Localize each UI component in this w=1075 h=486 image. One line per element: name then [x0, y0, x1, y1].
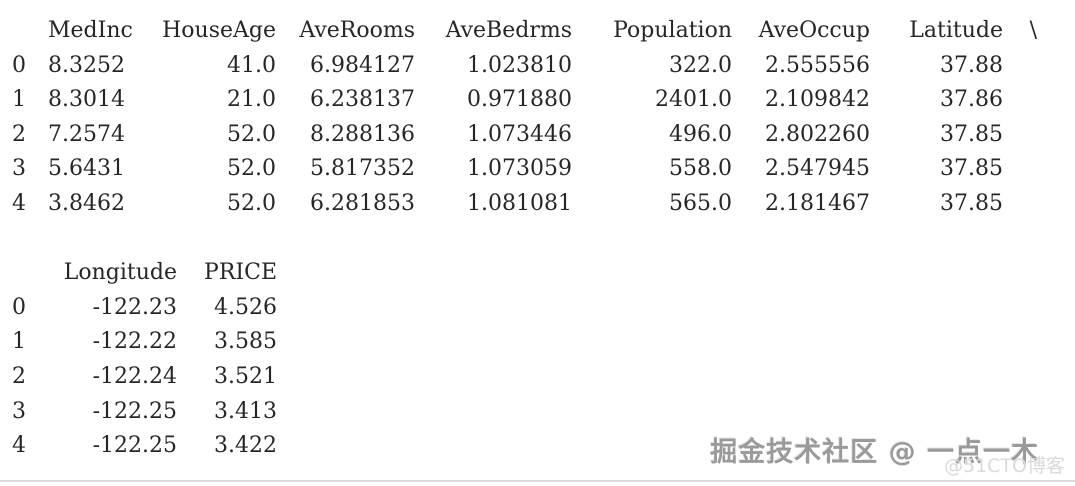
dataframe-console-output: MedInc HouseAge AveRooms AveBedrms Populatio… [12, 14, 1037, 464]
df-cell: 496.0 [669, 121, 732, 147]
df-column-header: Population [613, 18, 732, 43]
df-cell: 4.526 [214, 294, 277, 320]
df-cell: 37.88 [940, 52, 1003, 78]
df-cell: -122.25 [92, 433, 177, 459]
df-column-header: Latitude [909, 18, 1003, 43]
df-row-index: 3 [12, 156, 26, 182]
df-cell: 3.413 [214, 398, 277, 424]
df-cell: 41.0 [227, 52, 276, 78]
df-cell: -122.23 [92, 294, 177, 320]
df-row-index: 3 [12, 398, 26, 424]
df-line-continuation: \ [1029, 18, 1037, 43]
df-cell: 1.081081 [467, 190, 572, 216]
df-column-header: AveBedrms [445, 18, 572, 43]
df-row: 1 -122.22 3.585 [12, 325, 1037, 360]
df-cell: 6.984127 [310, 52, 415, 78]
df-cell: 558.0 [669, 156, 732, 182]
df-cell: 37.85 [940, 190, 1003, 216]
df-cell: 5.6431 [48, 156, 125, 182]
df-cell: 52.0 [227, 156, 276, 182]
df-cell: -122.22 [92, 329, 177, 355]
df-cell: 7.2574 [48, 121, 125, 147]
df-cell: 322.0 [669, 52, 732, 78]
df-row-index: 2 [12, 363, 26, 389]
df-cell: 21.0 [227, 87, 276, 113]
df-column-header: PRICE [204, 260, 277, 286]
df-cell: 37.86 [940, 87, 1003, 113]
df-cell: 2.802260 [765, 121, 870, 147]
df-cell: 1.023810 [467, 52, 572, 78]
df-cell: 565.0 [669, 190, 732, 216]
df-row-index: 2 [12, 121, 26, 147]
watermark-secondary: @51CTO博客 [943, 455, 1065, 477]
df-cell: 3.521 [214, 363, 277, 389]
df-cell: 2.109842 [765, 87, 870, 113]
df-cell: 52.0 [227, 190, 276, 216]
df-row-index: 4 [12, 433, 26, 459]
df-row: 2 7.2574 52.0 8.288136 1.073446 496.0 2.802260… [12, 118, 1037, 153]
df-column-header: Longitude [63, 260, 177, 286]
df-cell: 52.0 [227, 121, 276, 147]
watermark-primary: 掘金技术社区 @ 一点一木 [710, 437, 1039, 468]
df-row: 2 -122.24 3.521 [12, 360, 1037, 395]
df-row: 3 5.6431 52.0 5.817352 1.073059 558.0 2.547945… [12, 152, 1037, 187]
df-row-index: 0 [12, 294, 26, 320]
df-row-index: 0 [12, 52, 26, 78]
df-cell: 37.85 [940, 121, 1003, 147]
df-cell: 6.281853 [310, 190, 415, 216]
df-column-header: AveOccup [758, 18, 870, 43]
df-block: Longitude PRICE 0 -122.23 4.526 1 -122.22 3.585… [12, 256, 1037, 464]
df-column-header: HouseAge [162, 18, 276, 43]
df-row: 0 8.3252 41.0 6.984127 1.023810 322.0 2.555556… [12, 49, 1037, 84]
df-row-index: 1 [12, 329, 26, 355]
df-row: 4 -122.25 3.422 [12, 429, 1037, 464]
df-cell: 0.971880 [467, 87, 572, 113]
blank-line [12, 222, 1037, 257]
df-block: MedInc HouseAge AveRooms AveBedrms Populatio… [12, 14, 1037, 222]
df-column-header: AveRooms [299, 18, 415, 43]
df-row-index: 1 [12, 87, 26, 113]
df-column-header: MedInc [48, 18, 133, 43]
df-cell: 2.547945 [765, 156, 870, 182]
df-row: 3 -122.25 3.413 [12, 395, 1037, 430]
df-cell: 2401.0 [655, 87, 732, 113]
df-cell: 5.817352 [310, 156, 415, 182]
df-cell: 2.555556 [765, 52, 870, 78]
df-cell: 8.288136 [310, 121, 415, 147]
df-cell: 1.073446 [467, 121, 572, 147]
df-header-row: Longitude PRICE [12, 256, 1037, 291]
df-row: 4 3.8462 52.0 6.281853 1.081081 565.0 2.181467… [12, 187, 1037, 222]
df-row-index: 4 [12, 190, 26, 216]
df-cell: -122.25 [92, 398, 177, 424]
df-cell: 37.85 [940, 156, 1003, 182]
df-cell: 2.181467 [765, 190, 870, 216]
df-cell: -122.24 [92, 363, 177, 389]
df-row: 1 8.3014 21.0 6.238137 0.971880 2401.0 2.10984… [12, 83, 1037, 118]
df-row: 0 -122.23 4.526 [12, 291, 1037, 326]
df-cell: 1.073059 [467, 156, 572, 182]
df-cell: 8.3014 [48, 87, 125, 113]
df-cell: 6.238137 [310, 87, 415, 113]
df-cell: 3.585 [214, 329, 277, 355]
bottom-divider [0, 480, 1075, 482]
df-cell: 3.8462 [48, 190, 125, 216]
df-header-row: MedInc HouseAge AveRooms AveBedrms Populatio… [12, 14, 1037, 49]
df-cell: 8.3252 [48, 52, 125, 78]
df-cell: 3.422 [214, 433, 277, 459]
